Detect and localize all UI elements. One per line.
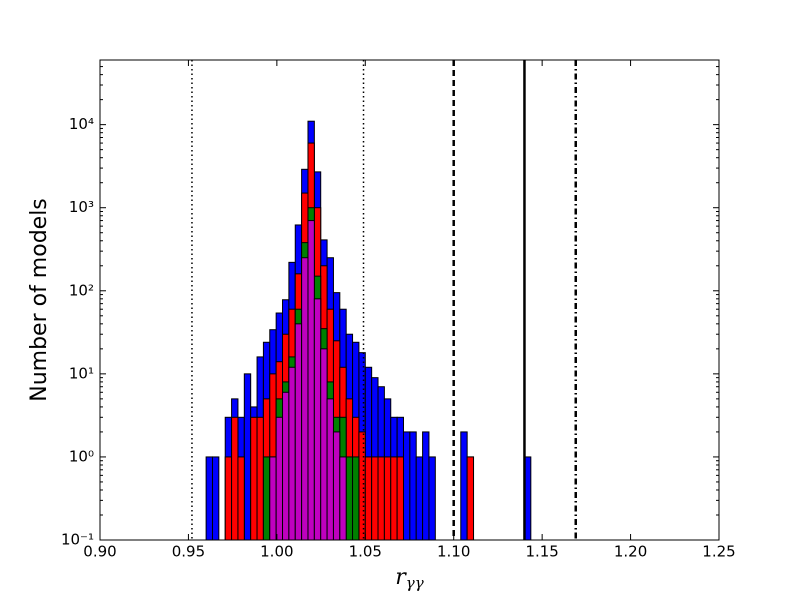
histogram-bar [288,366,296,541]
x-tick-label: 0.90 [83,543,116,561]
y-tick-label: 10⁻¹ [61,531,94,549]
x-tick-label: 1.00 [260,543,293,561]
histogram-bar [250,416,258,541]
histogram-bar [326,398,334,541]
histogram-bar [256,416,264,541]
histogram-bar [211,456,220,541]
x-axis-label-sub: γγ [406,574,424,592]
histogram-bar [269,456,277,541]
histogram-bar [339,456,347,541]
histogram-bar [224,456,233,541]
x-axis-label: rγγ [395,565,423,592]
histogram-bar [294,323,303,541]
x-tick-label: 1.15 [525,543,558,561]
histogram-bar [352,456,360,541]
histogram-bar [377,456,385,541]
histogram-bar [231,416,239,541]
histogram-bar [390,456,398,541]
histogram-bar [345,456,354,541]
x-tick-label: 1.10 [437,543,470,561]
histogram-bar [243,373,252,541]
histogram-bar [383,456,392,541]
plot-frame [99,59,720,541]
x-tick-label: 1.20 [614,543,647,561]
y-tick-label: 10³ [69,198,94,216]
histogram-bar [460,431,468,541]
histogram-bar [428,456,436,541]
histogram-bar [409,431,417,541]
histogram-bar [313,298,322,541]
histogram-bar [358,431,366,541]
y-axis-label: Number of models [27,198,52,402]
x-tick-label: 0.95 [172,543,205,561]
histogram-bar [275,416,284,541]
x-tick-label: 1.05 [349,543,382,561]
y-tick-label: 10⁰ [69,447,94,465]
histogram-bar [205,456,213,541]
histogram-bar [262,456,271,541]
y-tick-label: 10¹ [69,364,94,382]
y-tick-label: 10² [69,281,94,299]
x-axis-label-main: r [395,565,407,590]
histogram-bar [301,257,309,541]
histogram-bar [307,220,315,541]
histogram-bar [332,431,341,541]
x-tick-label: 1.25 [702,543,735,561]
histogram-bar [396,456,404,541]
histogram-bar [415,456,424,541]
histogram-bar [466,456,475,541]
histogram-bar [282,391,290,541]
histogram-bar [320,348,328,541]
y-tick-label: 10⁴ [69,115,94,133]
histogram-bar [422,431,430,541]
histogram-bar [402,431,411,541]
histogram-bar [237,456,245,541]
histogram-bar [371,456,379,541]
histogram-bar [364,456,373,541]
